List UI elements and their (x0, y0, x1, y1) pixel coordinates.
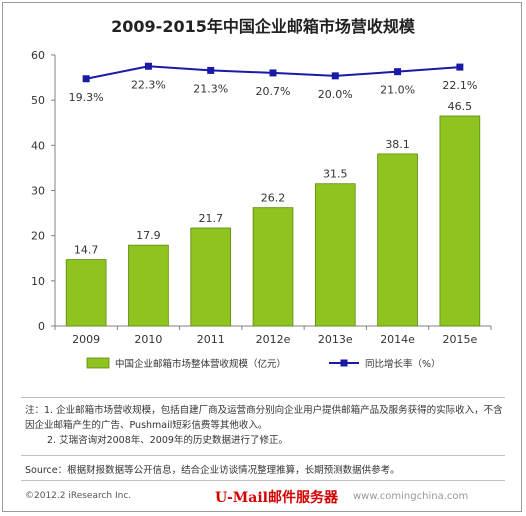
growth-value-label: 22.3% (131, 78, 166, 91)
y-tick-label: 50 (31, 94, 45, 107)
bar-value-label: 21.7 (198, 212, 223, 225)
growth-value-label: 19.3% (69, 91, 104, 104)
x-tick-label: 2012e (256, 333, 291, 346)
chart-plot: 0 10 20 30 40 50 60 2009 2010 2011 2012e 2013e 2014e… (31, 49, 492, 370)
y-tick-label: 60 (31, 49, 45, 62)
bar-value-label: 26.2 (261, 192, 286, 205)
x-tick-label: 2013e (318, 333, 353, 346)
note-1: 注：1. 企业邮箱市场营收规模，包括自建厂商及运营商分别向企业用户提供邮箱产品及… (25, 405, 503, 431)
bar-value-label: 31.5 (323, 168, 348, 181)
growth-value-label: 21.0% (380, 84, 415, 97)
x-tick-label: 2014e (380, 333, 415, 346)
growth-point (331, 72, 339, 80)
growth-value-label: 20.0% (318, 88, 353, 101)
growth-value-label: 22.1% (442, 79, 477, 92)
x-tick-label: 2010 (134, 333, 162, 346)
watermark-url: www.comingchina.com (353, 491, 469, 502)
bar (314, 183, 356, 327)
legend-bar-swatch (86, 357, 110, 369)
bar-value-label: 46.5 (448, 100, 473, 113)
watermark-text: U-Mail邮件服务器 (215, 490, 338, 506)
bar (190, 227, 232, 327)
bar (439, 115, 481, 327)
y-tick-label: 40 (31, 139, 45, 152)
y-tick-label: 0 (38, 320, 45, 333)
bar (65, 259, 107, 327)
x-tick-label: 2015e (442, 333, 477, 346)
growth-point (269, 69, 277, 77)
growth-value-label: 21.3% (193, 82, 228, 95)
note-2: 2. 艾瑞咨询对2008年、2009年的历史数据进行了修正。 (47, 435, 288, 446)
bar (377, 153, 418, 327)
growth-point (456, 63, 464, 71)
y-tick-label: 20 (31, 230, 45, 243)
bar (128, 244, 169, 327)
x-tick-label: 2011 (197, 333, 225, 346)
growth-point (394, 68, 402, 76)
x-tick-label: 2009 (72, 333, 100, 346)
y-tick-label: 10 (31, 275, 45, 288)
separator-middle (21, 455, 505, 456)
separator-bottom (21, 480, 505, 481)
growth-point (207, 66, 215, 74)
notes: 注：1. 企业邮箱市场营收规模，包括自建厂商及运营商分别向企业用户提供邮箱产品及… (25, 403, 505, 448)
growth-value-label: 20.7% (256, 85, 291, 98)
bar-value-label: 17.9 (136, 229, 161, 242)
growth-point (82, 75, 90, 83)
separator-top (21, 397, 505, 398)
chart-title: 2009-2015年中国企业邮箱市场营收规模 (111, 17, 415, 36)
chart-frame: 2009-2015年中国企业邮箱市场营收规模 0 10 20 30 40 50 60 2009… (2, 2, 522, 512)
legend-line-marker (340, 359, 348, 367)
source-text: Source：根据财报数据等公开信息，结合企业访谈情况整理推算，长期预测数据供参… (25, 465, 400, 476)
bar-value-label: 38.1 (385, 138, 410, 151)
bar (252, 207, 294, 327)
legend-line-label: 同比增长率（%） (365, 358, 441, 370)
y-tick-label: 30 (31, 185, 45, 198)
legend-bar-label: 中国企业邮箱市场整体营收规模（亿元） (115, 358, 286, 370)
growth-point (144, 62, 152, 70)
bar-value-label: 14.7 (74, 244, 99, 257)
copyright: ©2012.2 iResearch Inc. (25, 491, 132, 501)
